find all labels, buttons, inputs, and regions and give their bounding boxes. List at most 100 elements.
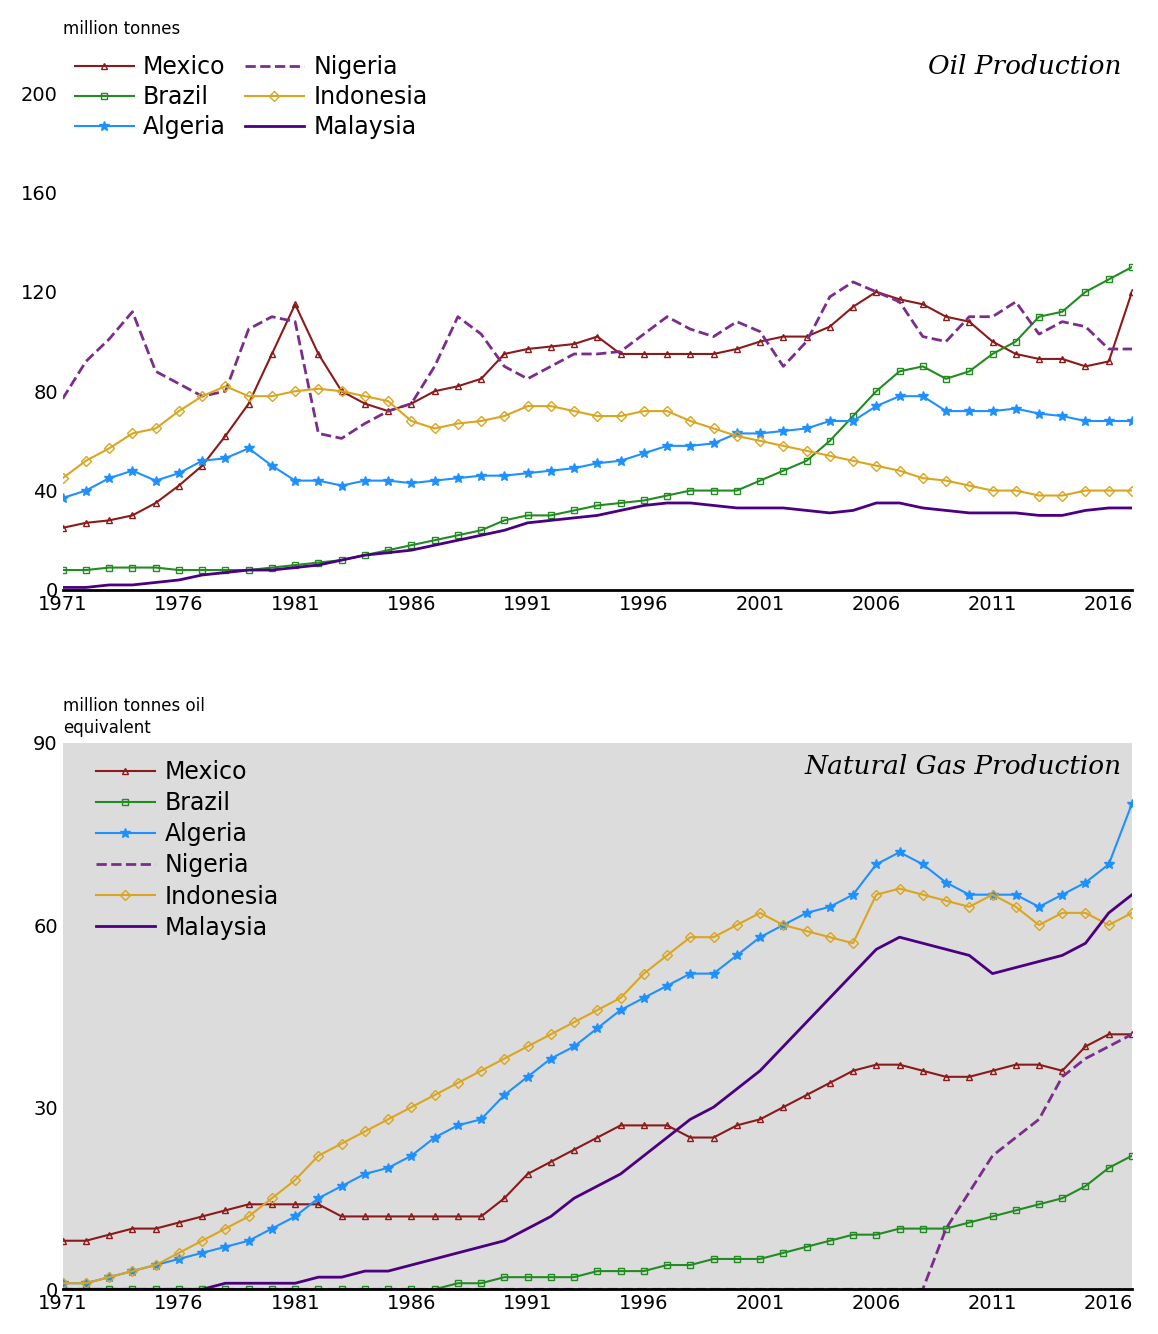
Malaysia bbox=[870, 942, 884, 958]
Brazil bbox=[1126, 1147, 1139, 1163]
Brazil bbox=[242, 562, 256, 578]
Nigeria bbox=[893, 293, 907, 309]
Mexico bbox=[335, 383, 349, 399]
Malaysia bbox=[242, 562, 256, 578]
Brazil bbox=[1126, 259, 1139, 275]
Brazil bbox=[358, 547, 372, 563]
Mexico bbox=[404, 396, 418, 412]
Algeria bbox=[219, 1239, 233, 1255]
Mexico bbox=[1032, 351, 1046, 367]
Malaysia bbox=[102, 1281, 116, 1297]
Mexico bbox=[1101, 354, 1115, 370]
Malaysia bbox=[753, 500, 767, 516]
Algeria bbox=[916, 856, 930, 872]
Algeria bbox=[1009, 400, 1023, 416]
Algeria bbox=[544, 463, 558, 479]
Text: Natural Gas Production: Natural Gas Production bbox=[804, 754, 1121, 779]
Brazil bbox=[288, 558, 302, 574]
Mexico bbox=[706, 346, 720, 362]
Malaysia bbox=[870, 495, 884, 511]
Algeria bbox=[660, 978, 674, 994]
Indonesia bbox=[637, 403, 651, 419]
Malaysia bbox=[219, 1275, 233, 1291]
Indonesia bbox=[56, 1275, 69, 1291]
Algeria bbox=[196, 1245, 210, 1261]
Malaysia bbox=[427, 1251, 441, 1267]
Mexico bbox=[800, 1087, 814, 1103]
Brazil bbox=[148, 559, 162, 575]
Indonesia bbox=[916, 887, 930, 903]
Malaysia bbox=[637, 1147, 651, 1163]
Malaysia bbox=[1078, 935, 1092, 951]
Brazil bbox=[1078, 284, 1092, 300]
Indonesia bbox=[381, 394, 395, 410]
Malaysia bbox=[265, 1275, 279, 1291]
Algeria bbox=[614, 1002, 628, 1018]
Nigeria bbox=[219, 383, 233, 399]
Brazil bbox=[404, 1281, 418, 1297]
Brazil bbox=[242, 1281, 256, 1297]
Algeria bbox=[148, 472, 162, 488]
Malaysia bbox=[776, 1038, 790, 1054]
Algeria bbox=[1078, 875, 1092, 891]
Algeria bbox=[1126, 414, 1139, 430]
Nigeria bbox=[567, 346, 581, 362]
Algeria bbox=[730, 426, 743, 442]
Indonesia bbox=[312, 380, 325, 396]
Malaysia bbox=[381, 544, 395, 560]
Brazil bbox=[916, 359, 930, 375]
Indonesia bbox=[591, 1002, 604, 1018]
Algeria bbox=[567, 460, 581, 476]
Nigeria bbox=[335, 1281, 349, 1297]
Nigeria bbox=[450, 1281, 464, 1297]
Indonesia bbox=[683, 930, 697, 946]
Mexico bbox=[1009, 346, 1023, 362]
Brazil bbox=[893, 363, 907, 379]
Indonesia bbox=[288, 1173, 302, 1189]
Indonesia bbox=[1078, 483, 1092, 499]
Indonesia bbox=[404, 1099, 418, 1115]
Malaysia bbox=[404, 1257, 418, 1273]
Brazil bbox=[196, 562, 210, 578]
Algeria bbox=[706, 435, 720, 451]
Indonesia bbox=[1101, 916, 1115, 932]
Nigeria bbox=[312, 426, 325, 442]
Nigeria bbox=[242, 321, 256, 338]
Indonesia bbox=[893, 463, 907, 479]
Algeria bbox=[1009, 887, 1023, 903]
Algeria bbox=[753, 930, 767, 946]
Indonesia bbox=[450, 415, 464, 431]
Mexico bbox=[288, 296, 302, 312]
Brazil bbox=[381, 1281, 395, 1297]
Nigeria bbox=[985, 308, 999, 324]
Malaysia bbox=[498, 1233, 512, 1249]
Nigeria bbox=[1009, 1130, 1023, 1146]
Text: million tonnes oil
equivalent: million tonnes oil equivalent bbox=[63, 698, 205, 738]
Algeria bbox=[265, 458, 279, 474]
Mexico bbox=[474, 1209, 488, 1225]
Malaysia bbox=[823, 990, 837, 1006]
Mexico bbox=[219, 1202, 233, 1218]
Brazil bbox=[498, 1269, 512, 1285]
Malaysia bbox=[1078, 503, 1092, 519]
Brazil bbox=[265, 1281, 279, 1297]
Indonesia bbox=[1126, 483, 1139, 499]
Brazil bbox=[870, 383, 884, 399]
Mexico bbox=[1126, 284, 1139, 300]
Nigeria bbox=[1055, 313, 1069, 329]
Nigeria bbox=[962, 308, 976, 324]
Indonesia bbox=[800, 923, 814, 939]
Brazil bbox=[1032, 1197, 1046, 1213]
Malaysia bbox=[637, 498, 651, 514]
Malaysia bbox=[1032, 954, 1046, 970]
Nigeria bbox=[1078, 1051, 1092, 1067]
Malaysia bbox=[125, 1281, 139, 1297]
Mexico bbox=[660, 1118, 674, 1134]
Mexico bbox=[567, 1142, 581, 1158]
Nigeria bbox=[358, 1281, 372, 1297]
Brazil bbox=[102, 559, 116, 575]
Brazil bbox=[753, 472, 767, 488]
Brazil bbox=[985, 346, 999, 362]
Mexico bbox=[614, 346, 628, 362]
Algeria bbox=[893, 844, 907, 860]
